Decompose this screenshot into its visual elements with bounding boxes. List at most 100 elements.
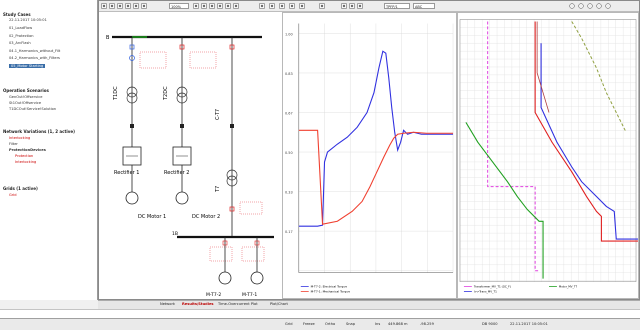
p2-red-curve: [534, 21, 638, 242]
stop-icon[interactable]: [578, 3, 584, 9]
toolbar-field-2[interactable]: TPFP/1: [384, 3, 410, 9]
study-case-title[interactable]: Study Cases: [3, 12, 31, 17]
busbar-top-label: B: [106, 35, 110, 41]
p2-blue-curve: [540, 43, 638, 240]
p2-magenta-curve: [487, 21, 540, 272]
study-case-item[interactable]: 04.1_Harmonics_without_Filt: [9, 48, 61, 53]
chart-icon[interactable]: [357, 3, 363, 9]
motor-starting-plot[interactable]: 1.00 0.83 0.67 0.50 0.33 0.17 M-T7-2: El…: [282, 12, 457, 299]
protection-item-1[interactable]: Protection: [15, 154, 34, 158]
network-item-2[interactable]: Filter: [9, 142, 18, 146]
operation-item-2[interactable]: St1Out!Offservice: [9, 101, 42, 105]
layer-icon[interactable]: [209, 3, 215, 9]
status-x-coord: 449.868 m: [388, 322, 408, 326]
tab-bar: Network Results/Studies Time-Overcurrent…: [98, 300, 640, 309]
p1-legend-1: M-T7-2: Electrical Torque: [311, 284, 347, 288]
transformer-t2dc-label: T2DC: [163, 86, 169, 101]
motor-mt71-label: M-T7-1: [242, 292, 257, 298]
operation-item-1[interactable]: GenOut!Offservice: [9, 95, 43, 99]
p2-green-curve: [465, 122, 544, 279]
status-bar: Grid Freeze Ortho Snap Ins 449.868 m -98…: [0, 318, 640, 330]
p2-olive-curve-2: [536, 21, 550, 113]
tab-plot[interactable]: Plot/Chart: [270, 302, 288, 306]
status-ortho[interactable]: Ortho: [325, 322, 336, 326]
project-tree: Study Cases 22.11.2017 10:05:01 01_LoadF…: [0, 0, 98, 300]
status-y-coord: -98.259: [420, 322, 434, 326]
status-grid[interactable]: Grid: [285, 322, 293, 326]
feeder-t7[interactable]: [226, 37, 238, 237]
feeder-t1dc[interactable]: [122, 37, 142, 205]
status-freeze[interactable]: Freeze: [303, 322, 315, 326]
rectifier-1-label: Rectifier 1: [114, 170, 139, 176]
calc-icon[interactable]: [341, 3, 347, 9]
status-ins: Ins: [375, 322, 381, 326]
diagram-icon[interactable]: [225, 3, 231, 9]
toolbar: 100% TPFP/1 ABC: [99, 1, 639, 12]
tool-icon[interactable]: [596, 3, 602, 9]
time-overcurrent-plot[interactable]: Transformer_MV_T1 (OC_F) I>>Trans_MV_T1 …: [457, 12, 639, 299]
zoom-area-icon[interactable]: [125, 3, 131, 9]
undo-icon[interactable]: [279, 3, 285, 9]
grid-item[interactable]: Grid: [9, 193, 17, 197]
transformer-t1dc-label: T1DC: [113, 86, 119, 101]
graphic-icon[interactable]: [201, 3, 207, 9]
p1-ytick-5: 0.33: [285, 191, 293, 195]
protection-notes: [139, 51, 265, 262]
operation-item-3[interactable]: T1DCOut!Service!Solution: [9, 107, 57, 111]
transformer-t7-label: T7: [215, 186, 221, 193]
dc-motor-1-label: DC Motor 1: [138, 214, 166, 220]
delete-icon[interactable]: [269, 3, 275, 9]
grids-title[interactable]: Grids (1 active): [3, 186, 38, 191]
status-snap[interactable]: Snap: [346, 322, 356, 326]
motor-mt72-label: M-T7-2: [206, 292, 221, 298]
rectifier-2-label: Rectifier 2: [164, 170, 189, 176]
select-icon[interactable]: [193, 3, 199, 9]
p1-ytick-3: 0.67: [285, 111, 293, 115]
p1-ytick-4: 0.50: [285, 151, 293, 155]
output-window: [0, 309, 640, 319]
p2-legend-1: Transformer_MV_T1 (OC_F): [473, 285, 511, 289]
zoom-out-icon[interactable]: [117, 3, 123, 9]
toolbar-field-3[interactable]: ABC: [413, 3, 435, 9]
study-case-item[interactable]: 02_Protection: [9, 33, 34, 38]
ac-motor-feeders[interactable]: [218, 237, 264, 285]
tab-network[interactable]: Network: [160, 302, 176, 306]
tab-time-overcurrent[interactable]: Time-Overcurrent Plot: [218, 302, 258, 306]
paste-icon[interactable]: [259, 3, 265, 9]
copy-icon[interactable]: [233, 3, 239, 9]
run-icon[interactable]: [569, 3, 575, 9]
p2-legend-2: I>>Trans_MV_T1: [474, 289, 497, 293]
study-case-item[interactable]: 04.2_Harmonics_with_Filters: [9, 56, 60, 60]
report-icon[interactable]: [349, 3, 355, 9]
protection-title[interactable]: ProtectionDevices: [9, 148, 46, 152]
pan-icon[interactable]: [141, 3, 147, 9]
p1-red-curve: [298, 129, 454, 225]
network-item-1[interactable]: Interlocking: [9, 136, 31, 140]
p2-legend-3: Motor_MV_T7: [559, 285, 578, 289]
settings-icon[interactable]: [299, 3, 305, 9]
operation-title[interactable]: Operation Scenarios: [3, 88, 49, 93]
protection-item-2[interactable]: Interlocking: [15, 160, 37, 164]
network-title[interactable]: Network Variations (1, 2 active): [3, 129, 75, 134]
print-icon[interactable]: [101, 3, 107, 9]
zoom-select[interactable]: 100%: [169, 3, 189, 9]
p1-ytick-2: 0.83: [285, 72, 293, 76]
single-line-diagram[interactable]: B T1DC: [102, 12, 282, 299]
tab-results[interactable]: Results/Studies: [182, 302, 214, 306]
busbar-bottom-label: 1B: [172, 231, 178, 237]
grid-icon[interactable]: [319, 3, 325, 9]
p1-ytick-6: 0.17: [285, 230, 293, 234]
zoom-in-icon[interactable]: [109, 3, 115, 9]
feeder-t2dc[interactable]: [172, 37, 192, 205]
dc-motor-2-label: DC Motor 2: [192, 214, 220, 220]
zoom-fit-icon[interactable]: [133, 3, 139, 9]
help-icon[interactable]: [587, 3, 593, 9]
study-case-item[interactable]: 03_ArcFlash: [9, 41, 31, 45]
p1-ytick-1: 1.00: [285, 32, 293, 36]
study-case-item[interactable]: 01_LoadFlow: [9, 26, 33, 30]
redo-icon[interactable]: [289, 3, 295, 9]
filter-icon[interactable]: [605, 3, 611, 9]
color-icon[interactable]: [217, 3, 223, 9]
study-case-item[interactable]: 05_Motor Starting: [9, 63, 46, 68]
p1-legend-2: M-T7-1: Mechanical Torque: [311, 289, 350, 293]
